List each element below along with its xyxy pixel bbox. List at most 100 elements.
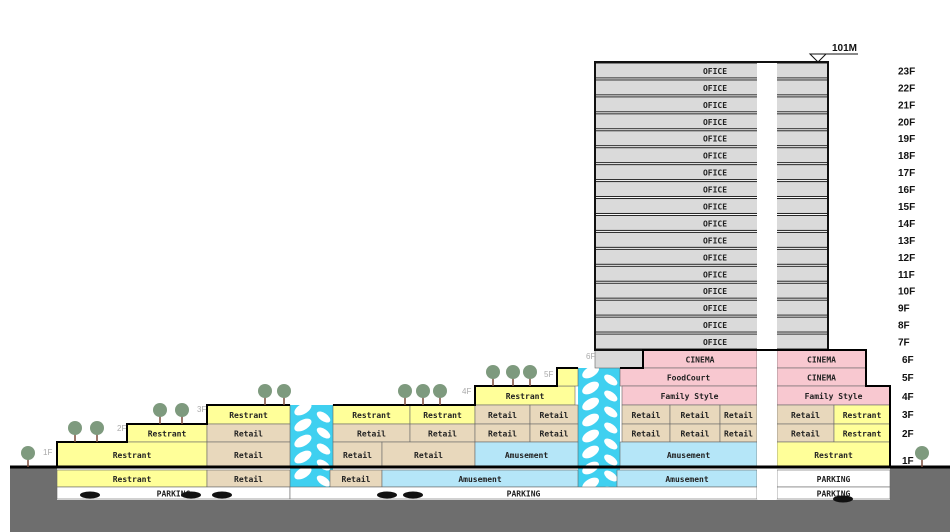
space-retail: Retail — [332, 441, 383, 468]
space-restrant: Restrant — [126, 423, 208, 443]
space-label: Retail — [681, 429, 710, 439]
atrium-pattern — [316, 427, 331, 439]
terrace-level-label: 3F — [197, 405, 206, 414]
space-retail: Retail — [621, 404, 671, 425]
tree-icon — [523, 365, 537, 386]
space-restrant: Restrant — [833, 423, 891, 443]
office-label: OFICE — [703, 118, 727, 127]
space-label: Retail — [791, 410, 820, 420]
space-label: Retail — [343, 450, 372, 460]
space-fill — [594, 349, 644, 369]
tree-icon — [153, 403, 167, 424]
space-retail: Retail — [669, 423, 721, 443]
space-label: CINEMA — [807, 374, 836, 383]
space-label: Retail — [428, 429, 457, 439]
space-parking: PARKING — [776, 469, 891, 488]
space-retail: Retail — [474, 404, 531, 425]
floor-number-label: 23F — [898, 66, 915, 77]
floor-number-label: 12F — [898, 253, 915, 264]
space-retail: Retail — [409, 423, 476, 443]
atrium-pattern — [604, 470, 618, 482]
atrium-pattern — [582, 445, 599, 459]
office-label: OFICE — [703, 203, 727, 212]
floor-labels: 6F 5F 4F 3F 2F 1F 1F 2F 3F 4F 5F 6F — [43, 352, 914, 467]
space-restrant: Restrant — [56, 469, 208, 488]
tree-canopy — [523, 365, 537, 379]
atrium-pattern — [294, 466, 312, 480]
tree-canopy — [398, 384, 412, 398]
space-label: Amusement — [505, 451, 549, 460]
tree-canopy — [21, 446, 35, 460]
height-marker-icon — [808, 53, 828, 63]
floor-number-label: 21F — [898, 100, 915, 111]
space-label: Retail — [540, 410, 569, 420]
space-parking: PARKING — [776, 486, 891, 500]
space-label: Retail — [234, 429, 263, 439]
office-label: OFICE — [703, 287, 727, 296]
car-icon — [833, 495, 853, 503]
space-label: Retail — [414, 450, 443, 460]
space-fill — [474, 441, 579, 468]
space-cinema: CINEMA — [776, 349, 867, 369]
atrium-pattern — [582, 365, 599, 379]
space-label: Amusement — [458, 475, 502, 484]
space-label: CINEMA — [807, 356, 836, 365]
car-icon — [377, 491, 397, 499]
tree-icon — [433, 384, 447, 405]
atrium-pattern — [604, 438, 618, 450]
floor-number-label: 5F — [902, 373, 914, 384]
floor-number-label: 8F — [898, 321, 910, 332]
terrace-level-label: 4F — [462, 387, 471, 396]
car-icon — [212, 491, 232, 499]
space-label: Retail — [724, 410, 753, 420]
atrium-pattern — [582, 413, 599, 427]
office-label: OFICE — [703, 219, 727, 228]
tree-icon — [915, 446, 929, 467]
office-label: OFICE — [703, 169, 727, 178]
space-blank — [594, 349, 644, 369]
floor-number-label: 3F — [902, 410, 914, 421]
space-restrant: Restrant — [833, 404, 891, 425]
office-label: OFICE — [703, 270, 727, 279]
space-label: Retail — [540, 429, 569, 439]
office-label: OFICE — [703, 67, 727, 76]
space-label: PARKING — [157, 490, 191, 499]
tree-canopy — [506, 365, 520, 379]
space-label: PARKING — [817, 475, 851, 484]
floor-number-label: 2F — [902, 429, 914, 440]
atrium-pattern — [294, 434, 312, 448]
space-fill — [619, 441, 758, 468]
space-label: CINEMA — [686, 356, 715, 365]
space-label: Retail — [234, 450, 263, 460]
office-label: OFICE — [703, 236, 727, 245]
floor-number-label: 16F — [898, 185, 915, 196]
space-retail: Retail — [206, 469, 291, 488]
space-label: Restrant — [229, 411, 268, 420]
space-label: Family Style — [661, 391, 719, 401]
space-label: Retail — [234, 474, 263, 484]
space-retail: Retail — [669, 404, 721, 425]
office-label: OFICE — [703, 101, 727, 110]
space-fill — [381, 441, 476, 468]
tree-icon — [258, 384, 272, 405]
atrium-pattern — [294, 418, 312, 432]
space-label: Restrant — [843, 411, 882, 420]
core-shaft — [757, 63, 777, 499]
tree-canopy — [153, 403, 167, 417]
tree-canopy — [915, 446, 929, 460]
space-label: Retail — [357, 429, 386, 439]
floor-number-label: 4F — [902, 392, 914, 403]
space-label: PARKING — [507, 490, 541, 499]
space-label: Retail — [791, 429, 820, 439]
floor-number-label: 11F — [898, 270, 915, 281]
space-amusement: Amusement — [381, 469, 579, 488]
space-retail: Retail — [719, 404, 758, 425]
atrium-pattern — [316, 443, 331, 455]
space-label: Retail — [488, 410, 517, 420]
tree-icon — [486, 365, 500, 386]
tree-icon — [398, 384, 412, 405]
space-label: Retail — [724, 429, 753, 439]
tree-icon — [68, 421, 82, 442]
